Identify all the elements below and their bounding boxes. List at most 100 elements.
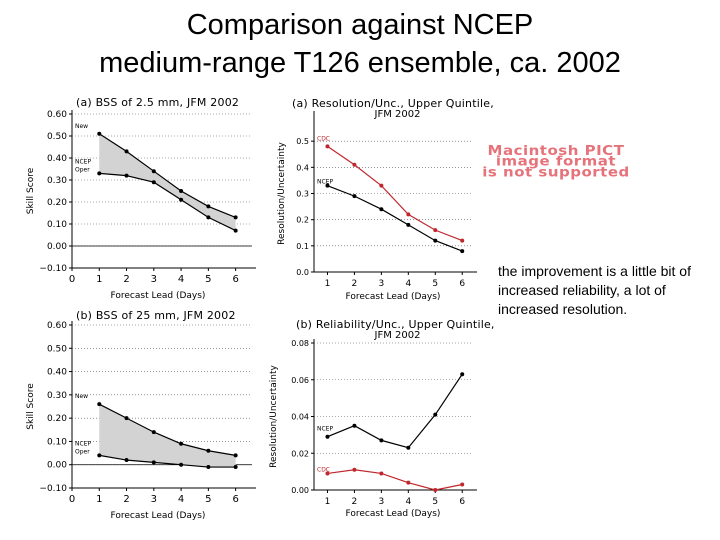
x-tick-label: 1 bbox=[325, 497, 331, 507]
data-point bbox=[179, 441, 184, 446]
data-point bbox=[206, 215, 211, 220]
y-tick-label: 0.06 bbox=[291, 376, 309, 385]
y-axis-label: Skill Score bbox=[26, 167, 36, 214]
x-tick-label: 3 bbox=[151, 274, 157, 285]
data-point bbox=[352, 162, 357, 167]
data-point bbox=[151, 430, 156, 435]
data-point bbox=[97, 402, 102, 407]
data-point bbox=[124, 173, 129, 178]
data-point bbox=[124, 149, 129, 154]
shaded-band bbox=[99, 404, 236, 468]
data-point bbox=[325, 183, 330, 188]
x-tick-label: 3 bbox=[151, 494, 157, 505]
data-point bbox=[325, 471, 330, 476]
x-tick-label: 3 bbox=[379, 279, 385, 289]
y-tick-label: 0.4 bbox=[296, 163, 309, 172]
slide-title-line-2: medium-range T126 ensemble, ca. 2002 bbox=[99, 47, 621, 79]
chart-b-right: 0.00 0.02 0.04 0.06 0.08 1 2 3 4 5 6 NCEP CDC (b) Rel… bbox=[269, 318, 495, 519]
data-point bbox=[151, 169, 156, 174]
x-axis-label: Forecast Lead (Days) bbox=[111, 511, 206, 521]
data-point bbox=[379, 471, 384, 476]
data-point bbox=[379, 438, 384, 443]
data-point bbox=[124, 416, 129, 421]
chart-title: (a) Resolution/Unc., Upper Quintile, bbox=[292, 97, 494, 110]
data-point bbox=[433, 488, 438, 492]
series-line-new bbox=[98, 133, 236, 218]
y-tick-label: 0.5 bbox=[296, 137, 309, 146]
x-tick-label: 4 bbox=[178, 494, 184, 505]
x-tick-label: 4 bbox=[405, 279, 411, 289]
y-tick-label: 0.1 bbox=[296, 242, 309, 251]
series-line-cdc bbox=[327, 469, 463, 491]
slide-note: the improvement is a little bit of incre… bbox=[498, 263, 691, 317]
y-tick-label: 0.60 bbox=[47, 110, 67, 120]
x-tick-label: 6 bbox=[232, 274, 238, 285]
x-tick-label: 5 bbox=[432, 279, 438, 289]
slide-title: Comparison against NCEP medium-range T12… bbox=[0, 6, 720, 82]
y-tick-label: 0.60 bbox=[47, 321, 67, 331]
x-tick-label: 1 bbox=[96, 274, 102, 285]
y-tick-label: 0.30 bbox=[47, 176, 67, 186]
x-tick-label: 2 bbox=[352, 497, 358, 507]
data-point bbox=[433, 412, 438, 417]
data-point bbox=[460, 238, 465, 243]
series-label: Oper bbox=[75, 166, 90, 173]
x-tick-label: 5 bbox=[205, 494, 211, 505]
x-axis-label: Forecast Lead (Days) bbox=[346, 292, 441, 302]
data-point bbox=[379, 207, 384, 212]
chart-title: (b) Reliability/Unc., Upper Quintile, bbox=[296, 318, 495, 331]
chart-a-left: −0.10 0.00 0.10 0.20 0.30 0.40 0.50 0.60 0 1 2 3 4 5 6… bbox=[26, 96, 256, 301]
data-point bbox=[460, 482, 465, 487]
data-point bbox=[406, 480, 411, 485]
y-tick-label: 0.0 bbox=[296, 268, 309, 277]
x-tick-label: 2 bbox=[123, 274, 129, 285]
y-tick-label: −0.10 bbox=[39, 484, 67, 494]
y-axis-label: Resolution/Uncertainty bbox=[277, 142, 287, 245]
x-tick-label: 1 bbox=[325, 279, 331, 289]
x-tick-label: 0 bbox=[69, 494, 75, 505]
series-label: NCEP bbox=[75, 440, 91, 447]
y-tick-label: 0.00 bbox=[291, 486, 309, 495]
chart-title-line-2: JFM 2002 bbox=[374, 330, 421, 341]
data-point bbox=[460, 249, 465, 254]
shaded-band bbox=[99, 133, 236, 231]
data-point bbox=[151, 180, 156, 185]
data-point bbox=[352, 467, 357, 472]
data-point bbox=[151, 460, 156, 465]
data-point bbox=[352, 423, 357, 428]
y-tick-label: 0.40 bbox=[47, 154, 67, 164]
y-tick-label: 0.50 bbox=[47, 132, 67, 142]
series-label: CDC bbox=[317, 466, 330, 473]
chart-b-left: −0.10 0.00 0.10 0.20 0.30 0.40 0.50 0.60 0 1 2 3 4 5 6… bbox=[26, 309, 256, 521]
data-point bbox=[206, 204, 211, 209]
chart-title-line-2: JFM 2002 bbox=[374, 109, 421, 120]
y-tick-label: 0.50 bbox=[47, 344, 67, 354]
y-tick-label: 0.10 bbox=[47, 220, 67, 230]
data-point bbox=[179, 462, 184, 467]
x-tick-label: 1 bbox=[96, 494, 102, 505]
series-line-cdc bbox=[327, 145, 463, 242]
x-tick-label: 6 bbox=[232, 494, 238, 505]
pict-notice-line-1: Macintosh PICT bbox=[487, 142, 625, 159]
data-point bbox=[233, 215, 238, 220]
x-tick-label: 5 bbox=[432, 497, 438, 507]
series-line-new bbox=[98, 403, 236, 456]
y-tick-label: 0.10 bbox=[47, 437, 67, 447]
y-tick-label: 0.2 bbox=[296, 216, 309, 225]
x-tick-label: 5 bbox=[205, 274, 211, 285]
data-point bbox=[233, 228, 238, 233]
x-tick-label: 6 bbox=[459, 279, 465, 289]
data-point bbox=[206, 465, 211, 470]
data-point bbox=[406, 222, 411, 227]
data-point bbox=[352, 194, 357, 199]
x-tick-label: 0 bbox=[69, 274, 75, 285]
data-point bbox=[97, 171, 102, 176]
chart-title: (b) BSS of 25 mm, JFM 2002 bbox=[76, 309, 236, 322]
series-label: Oper bbox=[75, 448, 90, 455]
y-tick-label: 0.04 bbox=[291, 413, 309, 422]
x-tick-label: 4 bbox=[178, 274, 184, 285]
data-point bbox=[325, 434, 330, 439]
series-label: New bbox=[75, 123, 88, 130]
y-axis-label: Resolution/Uncertainty bbox=[269, 365, 279, 468]
data-point bbox=[233, 453, 238, 458]
